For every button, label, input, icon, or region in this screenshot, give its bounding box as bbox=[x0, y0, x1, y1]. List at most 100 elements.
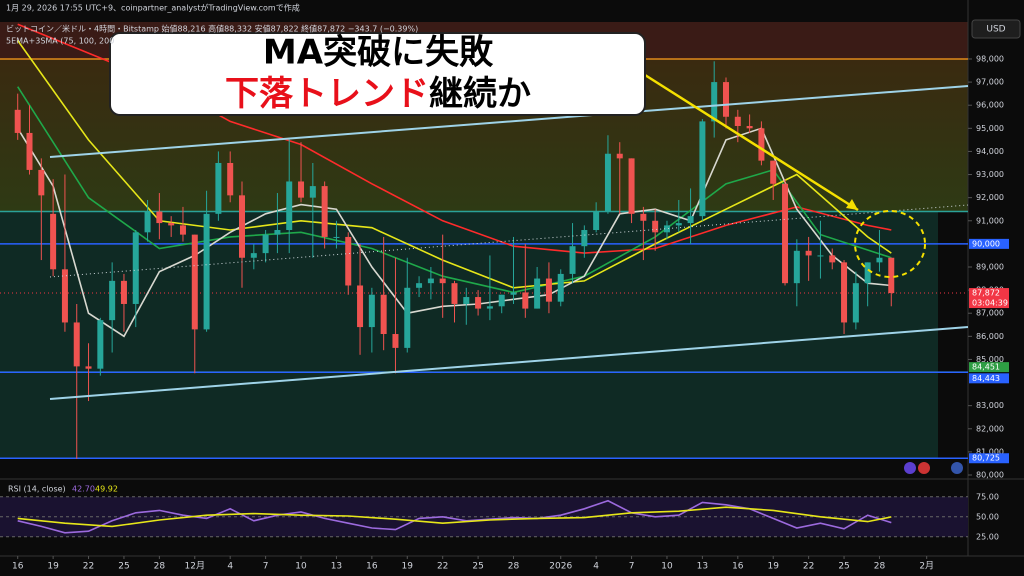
x-tick-label: 13 bbox=[697, 562, 708, 572]
candle-body bbox=[581, 230, 588, 247]
candle-body bbox=[864, 262, 871, 284]
x-tick-label: 4 bbox=[227, 562, 233, 572]
y-tick-label: 93,000 bbox=[976, 170, 1004, 179]
price-label-box bbox=[969, 373, 1009, 384]
candle-body bbox=[345, 236, 352, 286]
candle-body bbox=[841, 262, 848, 323]
price-label: 87,872 bbox=[972, 289, 1000, 298]
candle-body bbox=[168, 223, 175, 226]
candle-body bbox=[286, 181, 293, 231]
candle-body bbox=[640, 213, 647, 221]
zone-low bbox=[0, 212, 938, 459]
y-tick-label: 89,000 bbox=[976, 262, 1004, 271]
candle-body bbox=[593, 211, 600, 231]
x-tick-label: 13 bbox=[331, 562, 342, 572]
x-tick-label: 19 bbox=[47, 562, 59, 572]
banner-black: 継続か bbox=[429, 74, 531, 114]
y-tick-label: 86,000 bbox=[976, 332, 1004, 341]
candle-body bbox=[534, 278, 541, 309]
candle-body bbox=[109, 280, 116, 321]
event-icon[interactable] bbox=[904, 462, 916, 474]
candle-body bbox=[770, 160, 777, 184]
banner-line1: MA突破に失敗 bbox=[263, 33, 494, 73]
price-label: 80,725 bbox=[972, 454, 1000, 463]
highlight-circle bbox=[854, 210, 926, 278]
candle-body bbox=[73, 322, 80, 367]
x-tick-label: 28 bbox=[508, 562, 520, 572]
price-label-box bbox=[969, 453, 1009, 464]
candle-body bbox=[416, 283, 423, 288]
candle-body bbox=[817, 255, 824, 257]
y-tick-label: 94,000 bbox=[976, 147, 1004, 156]
candle-body bbox=[309, 186, 316, 198]
candle-body bbox=[805, 250, 812, 256]
candle-body bbox=[298, 181, 305, 198]
x-tick-label: 4 bbox=[593, 562, 599, 572]
ma-line bbox=[17, 127, 892, 338]
candle-body bbox=[498, 294, 505, 307]
x-tick-label: 10 bbox=[295, 562, 307, 572]
candle-body bbox=[652, 220, 659, 233]
x-tick-label: 12月 bbox=[185, 561, 205, 572]
candle-body bbox=[427, 278, 434, 284]
candle-body bbox=[723, 82, 729, 117]
y-tick-label: 95,000 bbox=[976, 124, 1004, 133]
candle-body bbox=[746, 126, 753, 129]
y-tick-label: 50.00 bbox=[976, 512, 999, 521]
candle-body bbox=[711, 82, 718, 122]
plot: 98,000 97,000 96,000 95,000 94,000 93,000 92,0… bbox=[0, 23, 1009, 572]
event-icon[interactable] bbox=[918, 462, 930, 474]
candle-body bbox=[14, 109, 21, 133]
candle-body bbox=[475, 297, 482, 309]
channel-lower bbox=[49, 326, 969, 400]
symbol-info: ビットコイン／米ドル・4時間・Bitstamp 始値88,216 高値88,33… bbox=[6, 24, 418, 34]
price-label-box bbox=[969, 238, 1009, 249]
channel-mid bbox=[49, 204, 969, 278]
rsi-title: RSI (14, close) bbox=[8, 485, 66, 494]
x-tick-label: 25 bbox=[118, 562, 129, 572]
y-tick-label: 75.00 bbox=[976, 492, 999, 501]
x-tick-label: 22 bbox=[83, 562, 94, 572]
candle-body bbox=[463, 297, 470, 304]
candle-body bbox=[675, 223, 682, 226]
x-tick-label: 25 bbox=[472, 562, 483, 572]
candle-body bbox=[510, 292, 517, 295]
x-tick-label: 16 bbox=[366, 562, 378, 572]
x-tick-label: 2月 bbox=[919, 561, 934, 572]
currency[interactable]: USD bbox=[986, 25, 1005, 35]
candle-body bbox=[38, 169, 45, 196]
candle-body bbox=[852, 283, 859, 323]
y-tick-label: 92,000 bbox=[976, 193, 1004, 202]
candle-body bbox=[215, 162, 222, 214]
x-tick-label: 16 bbox=[12, 562, 24, 572]
candle-body bbox=[616, 153, 623, 159]
x-tick-label: 19 bbox=[402, 562, 414, 572]
y-tick-label: 81,000 bbox=[976, 447, 1004, 456]
candle-body bbox=[26, 132, 33, 170]
x-tick-label: 22 bbox=[437, 562, 448, 572]
arrow-head bbox=[846, 199, 858, 210]
candle-body bbox=[50, 213, 57, 270]
candle-body bbox=[545, 278, 552, 302]
x-tick-label: 22 bbox=[803, 562, 814, 572]
y-tick-label: 85,000 bbox=[976, 355, 1004, 364]
ma-line bbox=[17, 86, 892, 294]
candle-body bbox=[392, 334, 399, 348]
event-icon[interactable] bbox=[951, 462, 963, 474]
price-label-box bbox=[969, 288, 1009, 309]
candle-body bbox=[404, 287, 411, 348]
currency-box[interactable] bbox=[971, 19, 1021, 39]
candle-body bbox=[156, 211, 163, 224]
y-tick-label: 80,000 bbox=[976, 471, 1004, 480]
rsi-value: 42.70 bbox=[72, 485, 95, 494]
candle-body bbox=[333, 236, 340, 238]
candle-body bbox=[829, 255, 836, 263]
rsi-ma-value: 49.92 bbox=[95, 485, 118, 494]
candle-body bbox=[191, 234, 198, 330]
candle-body bbox=[557, 273, 564, 302]
y-tick-label: 91,000 bbox=[976, 216, 1004, 225]
x-tick-label: 10 bbox=[661, 562, 673, 572]
indicator-info: 5EMA+3SMA (75, 100, 200 bbox=[6, 37, 114, 46]
candle-body bbox=[876, 257, 883, 263]
